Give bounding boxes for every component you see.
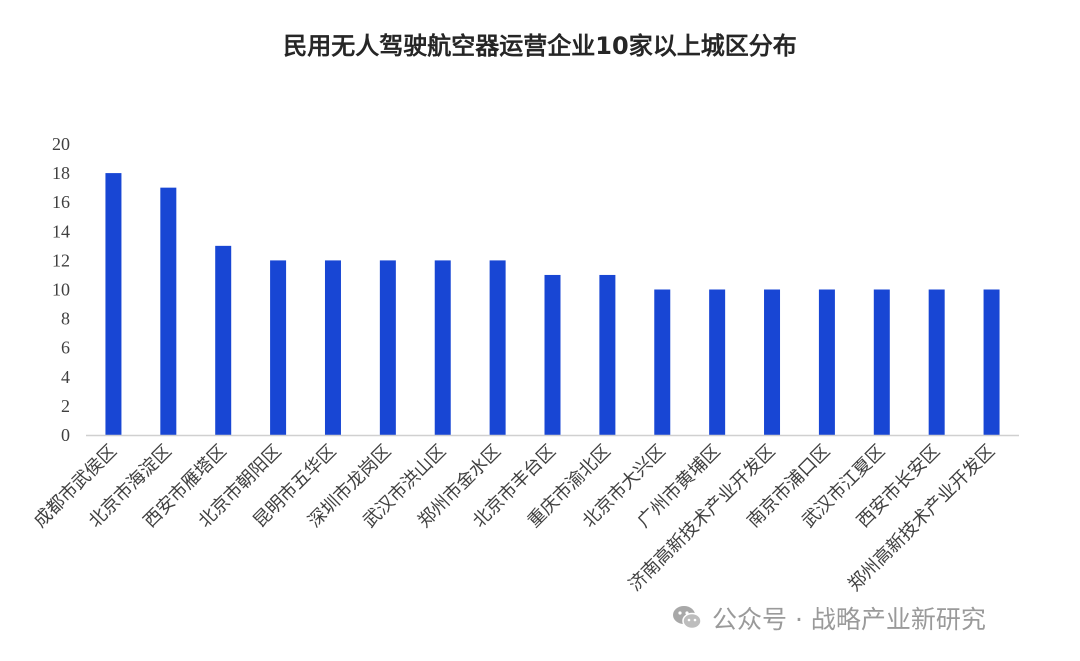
x-axis: 成都市武侯区北京市海淀区西安市雁塔区北京市朝阳区昆明市五华区深圳市龙岗区武汉市洪… <box>30 441 999 596</box>
bar <box>160 187 177 435</box>
bar <box>324 260 341 435</box>
bar <box>105 173 122 435</box>
y-tick-label: 12 <box>52 250 70 270</box>
bar <box>434 260 451 435</box>
bar <box>489 260 506 435</box>
watermark: 公众号 · 战略产业新研究 <box>672 600 986 636</box>
bar <box>270 260 287 435</box>
y-tick-label: 6 <box>61 338 70 358</box>
bar <box>599 274 616 435</box>
bar <box>764 289 781 435</box>
bars <box>105 173 1000 435</box>
bar <box>873 289 890 435</box>
bar <box>215 245 232 435</box>
bar <box>983 289 1000 435</box>
wechat-icon <box>673 606 702 630</box>
y-tick-label: 4 <box>61 367 70 387</box>
bar <box>544 274 561 435</box>
bar <box>928 289 945 435</box>
y-tick-label: 16 <box>52 192 70 212</box>
y-axis: 0 2 4 6 8 10 12 14 16 18 20 <box>52 134 70 445</box>
y-tick-label: 20 <box>52 134 70 154</box>
bar <box>818 289 835 435</box>
y-tick-label: 18 <box>52 163 70 183</box>
y-tick-label: 2 <box>61 396 70 416</box>
bar <box>709 289 726 435</box>
bar <box>379 260 396 435</box>
watermark-text: 公众号 · 战略产业新研究 <box>712 605 986 634</box>
y-tick-label: 10 <box>52 280 70 300</box>
y-tick-label: 14 <box>52 221 70 241</box>
y-tick-label: 0 <box>61 425 70 445</box>
chart-title: 民用无人驾驶航空器运营企业10家以上城区分布 <box>283 32 797 60</box>
bar <box>654 289 671 435</box>
y-tick-label: 8 <box>61 309 70 329</box>
